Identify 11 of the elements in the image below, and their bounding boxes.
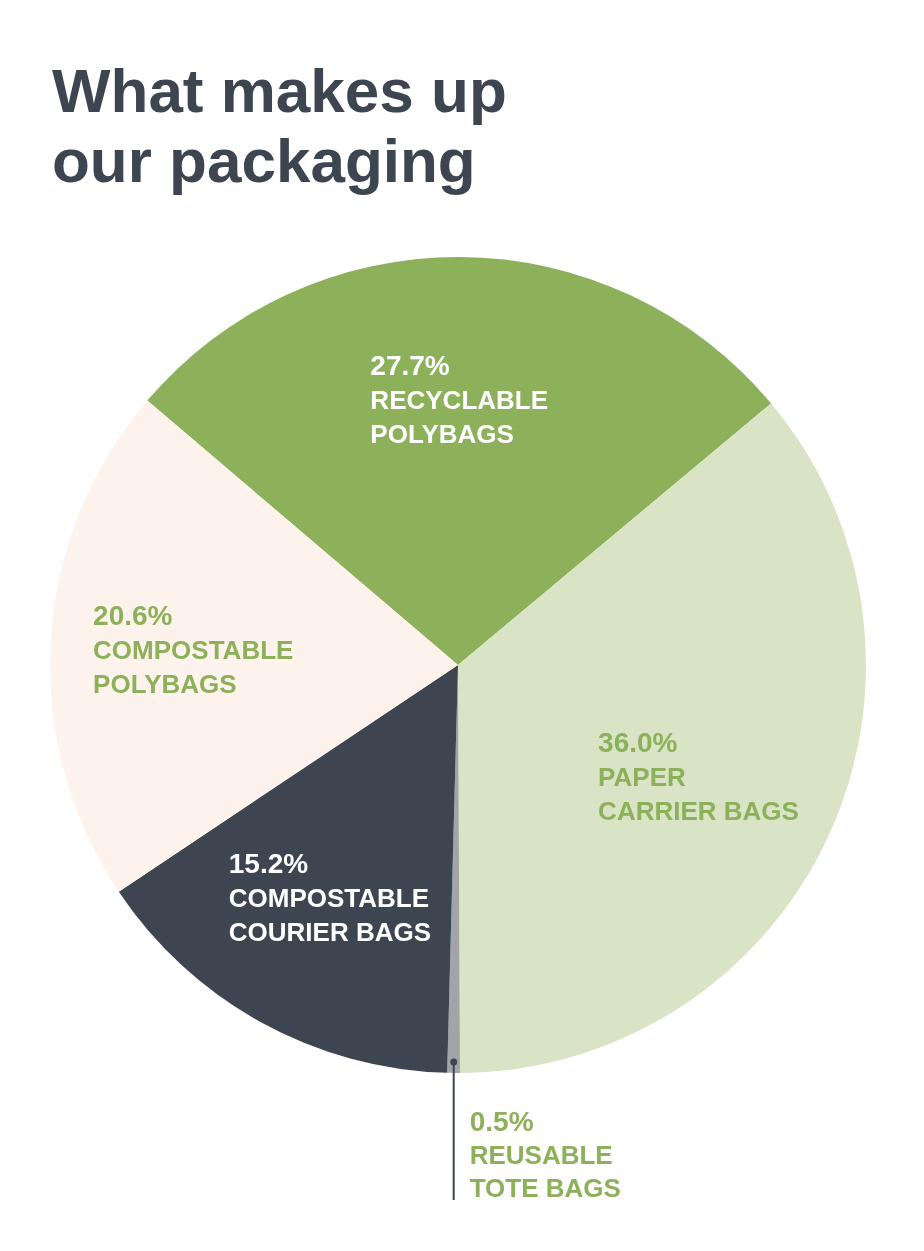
- chart-title: What makes up our packaging: [52, 56, 507, 195]
- data-label: 36.0%: [598, 727, 678, 759]
- slice-label: REUSABLE TOTE BAGS: [469, 1140, 621, 1203]
- data-label: 0.5%: [469, 1106, 534, 1137]
- data-label: 27.7%: [370, 350, 450, 382]
- slice-label: COMPOSTABLE POLYBAGS: [93, 635, 294, 700]
- data-label: 15.2%: [228, 847, 309, 879]
- slice-label: PAPER CARRIER BAGS: [598, 762, 799, 827]
- slice-label: RECYCLABLE POLYBAGS: [370, 385, 549, 450]
- slice-label: COMPOSTABLE COURIER BAGS: [228, 882, 432, 947]
- data-label: 20.6%: [93, 600, 173, 632]
